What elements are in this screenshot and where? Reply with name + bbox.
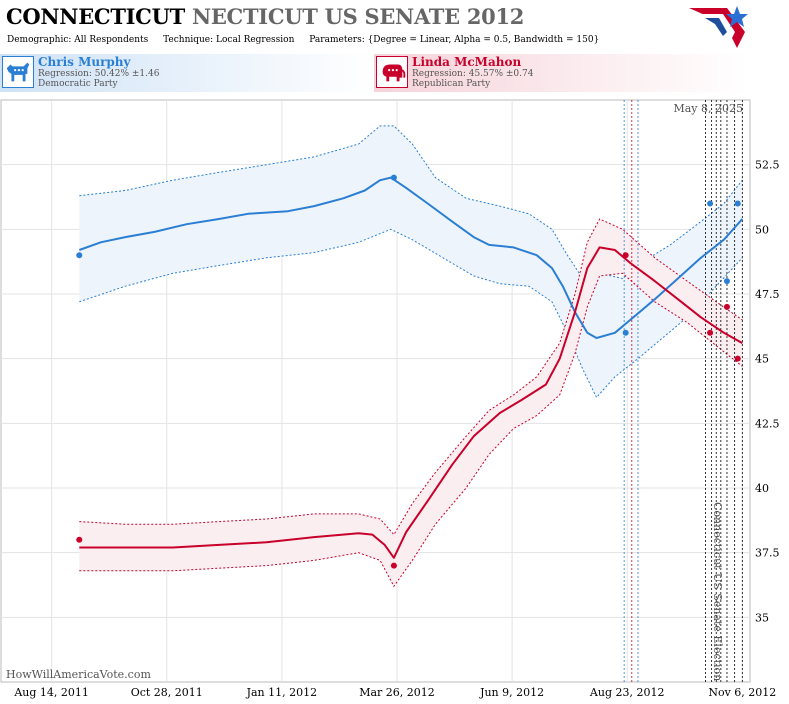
y-tick-label: 45 <box>755 353 769 366</box>
y-tick-label: 37.5 <box>755 547 780 560</box>
y-tick-label: 35 <box>755 611 769 624</box>
band-upper-line <box>79 125 743 280</box>
elephant-icon <box>376 56 408 88</box>
candidate-regression: Regression: 50.42% ±1.46 <box>38 69 160 79</box>
poll-point[interactable] <box>734 355 741 362</box>
watermark: HowWillAmericaVote.com <box>6 668 151 681</box>
poll-point[interactable] <box>622 329 629 336</box>
candidate-legend: Chris Murphy Regression: 50.42% ±1.46 De… <box>0 54 750 94</box>
y-tick-label: 50 <box>755 223 769 236</box>
confidence-band <box>79 219 743 587</box>
chart-parameters: Demographic: All Respondents Technique: … <box>7 35 611 45</box>
band-lower-line <box>79 272 743 588</box>
demographic-label: Demographic: All Respondents <box>7 35 149 45</box>
candidate-card-mcmahon[interactable]: Linda McMahon Regression: 45.57% ±0.74 R… <box>374 54 748 92</box>
page-title: CONNECTICUT NECTICUT US SENATE 2012 <box>6 4 524 29</box>
x-axis: Aug 14, 2011 Oct 28, 2011 Jan 11, 2012 Mar … <box>13 686 776 699</box>
poll-point[interactable] <box>390 174 397 181</box>
candidate-name: Linda McMahon <box>412 55 522 69</box>
poll-point[interactable] <box>76 536 83 543</box>
poll-points <box>76 174 741 569</box>
x-tick-label: Aug 23, 2012 <box>589 686 665 699</box>
candidate-party: Republican Party <box>412 79 491 89</box>
y-tick-label: 52.5 <box>755 159 780 172</box>
x-tick-label: Nov 6, 2012 <box>708 686 776 699</box>
y-axis: 35 37.5 40 42.5 45 47.5 50 52.5 <box>755 159 780 625</box>
date-annotation: May 8, 2025 <box>673 102 743 115</box>
y-tick-label: 40 <box>755 482 769 495</box>
title-race: NECTICUT US SENATE 2012 <box>191 4 525 29</box>
donkey-icon <box>2 56 34 88</box>
poll-point[interactable] <box>723 278 730 285</box>
poll-point[interactable] <box>734 200 741 207</box>
poll-point[interactable] <box>76 252 83 259</box>
candidate-name: Chris Murphy <box>38 55 131 69</box>
parameters-label: Parameters: {Degree = Linear, Alpha = 0.… <box>309 35 600 45</box>
band-lower-line <box>79 228 743 399</box>
poll-point[interactable] <box>622 252 629 259</box>
x-tick-label: Jun 9, 2012 <box>479 686 544 699</box>
candidate-regression: Regression: 45.57% ±0.74 <box>412 69 534 79</box>
regression-lines <box>78 176 744 559</box>
election-label: Connecticut US Senate Election <box>711 502 724 681</box>
regression-line <box>78 176 744 339</box>
poll-chart: Aug 14, 2011 Oct 28, 2011 Jan 11, 2012 Mar … <box>0 99 780 699</box>
poll-point[interactable] <box>723 303 730 310</box>
candidate-party: Democratic Party <box>38 79 118 89</box>
confidence-bands <box>79 125 743 588</box>
header: CONNECTICUT NECTICUT US SENATE 2012 Demo… <box>0 0 750 52</box>
regression-line <box>79 246 743 559</box>
x-tick-label: Jan 11, 2012 <box>246 686 318 699</box>
poll-point[interactable] <box>707 200 714 207</box>
technique-label: Technique: Local Regression <box>163 35 295 45</box>
x-tick-label: Mar 26, 2012 <box>359 686 435 699</box>
poll-date-lines <box>623 100 743 682</box>
x-tick-label: Oct 28, 2011 <box>131 686 203 699</box>
title-state: CONNECTICUT <box>6 4 185 29</box>
y-tick-label: 42.5 <box>755 417 780 430</box>
candidate-card-murphy[interactable]: Chris Murphy Regression: 50.42% ±1.46 De… <box>0 54 374 92</box>
y-tick-label: 47.5 <box>755 288 780 301</box>
site-logo-icon[interactable] <box>687 2 749 50</box>
x-tick-label: Aug 14, 2011 <box>13 686 89 699</box>
poll-point[interactable] <box>390 562 397 569</box>
poll-point[interactable] <box>707 329 714 336</box>
